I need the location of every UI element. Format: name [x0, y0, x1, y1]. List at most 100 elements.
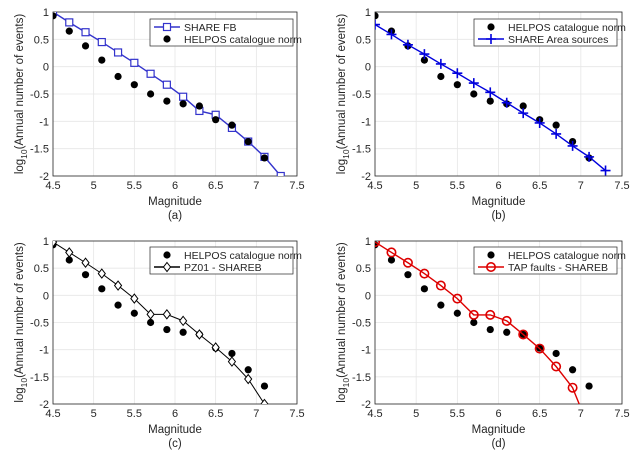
x-tick-label: 6.5 [532, 408, 547, 420]
data-point [419, 49, 430, 60]
series-helpos-catalogue-norm [53, 241, 269, 390]
legend-label: HELPOS catalogue norm [184, 34, 302, 46]
data-point [228, 349, 236, 358]
data-point [65, 27, 73, 35]
data-point [386, 29, 397, 40]
y-label-text: (Annual number of events) [14, 14, 26, 150]
data-point [420, 285, 428, 293]
y-label-subscript: 10 [19, 149, 29, 159]
data-point [600, 165, 611, 176]
x-tick-label: 6.5 [208, 180, 223, 192]
data-point [227, 356, 237, 367]
y-tick-label: 0 [365, 62, 371, 74]
data-point [419, 268, 430, 279]
data-point [567, 382, 578, 393]
x-tick-label: 5 [413, 180, 419, 192]
data-point [569, 366, 577, 374]
panel-label: (a) [168, 210, 182, 222]
x-tick-label: 6 [172, 408, 178, 420]
axes-box [52, 11, 298, 177]
x-tick-label: 7.5 [289, 408, 304, 420]
y-tick-label: -2 [361, 399, 371, 411]
y-label-subscript: 10 [19, 378, 29, 388]
axes-box [374, 11, 623, 177]
data-point [147, 318, 155, 327]
data-point [179, 92, 188, 101]
x-tick-label: 5 [91, 180, 97, 192]
data-point [98, 285, 106, 293]
data-point [146, 69, 155, 78]
data-point [518, 329, 529, 340]
data-point [53, 241, 58, 248]
legend-box [473, 18, 618, 47]
panel-label: (c) [168, 438, 182, 450]
legend-marker [485, 261, 496, 272]
data-point [485, 309, 496, 320]
x-tick-label: 7.5 [614, 180, 629, 192]
data-point [130, 81, 138, 89]
y-tick-label: -1.5 [352, 144, 371, 156]
panel-label: (b) [491, 210, 505, 222]
subplot-c: 4.5 5 5.5 6 6.5 7 7.5 -2 -1.5 -1 -0.5 0 0.5 1 HELPOS c… [14, 236, 305, 450]
x-tick-label: 5 [413, 408, 419, 420]
y-tick-label: -1.5 [30, 144, 49, 156]
legend-marker [163, 35, 171, 43]
x-axis-label: Magnitude [472, 196, 526, 208]
data-point [470, 90, 478, 98]
data-point [386, 247, 397, 258]
y-tick-label: -1 [39, 345, 49, 357]
y-tick-label: 0.5 [34, 34, 49, 46]
y-tick-label: -0.5 [352, 89, 371, 101]
legend-marker [487, 251, 495, 259]
data-point [244, 137, 252, 146]
data-point [212, 116, 220, 124]
data-point [486, 97, 494, 105]
data-point [276, 171, 285, 176]
data-point [147, 90, 155, 98]
data-point [468, 309, 479, 320]
data-point [179, 100, 187, 108]
y-tick-label: -0.5 [30, 89, 49, 101]
data-point [501, 315, 512, 326]
legend-label: TAP faults - SHAREB [508, 262, 608, 274]
y-label-subscript: 10 [341, 149, 351, 159]
data-point [402, 39, 413, 50]
data-point [453, 81, 461, 89]
y-tick-label: -1 [361, 345, 371, 357]
data-point [81, 42, 90, 50]
data-point [81, 257, 90, 269]
data-point [486, 325, 494, 334]
y-tick-label: -2 [361, 171, 371, 183]
data-point [437, 72, 445, 81]
x-tick-label: 7 [578, 180, 584, 192]
data-point [113, 280, 123, 291]
x-tick-label: 7 [253, 408, 259, 420]
y-label-log: log [336, 387, 348, 402]
x-tick-label: 5.5 [450, 180, 465, 192]
y-tick-label: 0 [43, 290, 49, 302]
legend-marker [162, 22, 172, 32]
x-tick-label: 5.5 [127, 180, 142, 192]
data-point [402, 257, 413, 268]
x-tick-label: 5.5 [127, 408, 142, 420]
x-tick-label: 6 [172, 180, 178, 192]
data-point [163, 97, 171, 105]
x-tick-label: 4.5 [45, 180, 60, 192]
axes-box [374, 240, 623, 405]
y-tick-label: 1 [43, 7, 49, 19]
y-tick-label: 1 [43, 236, 49, 248]
legend-box [473, 246, 618, 275]
series-helpos-catalogue-norm [53, 12, 269, 162]
y-axis-label: log10(Annual number of events) [14, 14, 29, 175]
legend-label: SHARE Area sources [508, 34, 608, 46]
data-point [551, 361, 562, 372]
y-tick-label: 0.5 [34, 263, 49, 275]
data-point [130, 58, 139, 67]
data-point [519, 102, 527, 110]
x-tick-label: 5.5 [450, 408, 465, 420]
y-tick-label: 0 [43, 62, 49, 74]
series-tap-faults-shareb [375, 241, 580, 404]
data-point [260, 154, 269, 162]
